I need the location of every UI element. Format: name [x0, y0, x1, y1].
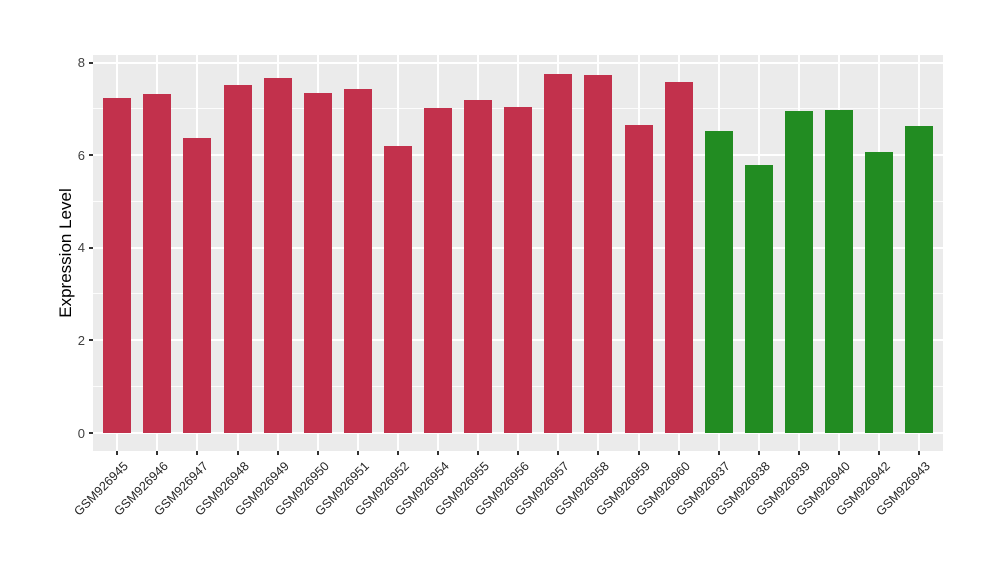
bar-GSM926947 [183, 138, 212, 433]
bar-GSM926959 [624, 124, 653, 433]
x-axis-tick-GSM926960 [677, 451, 680, 455]
x-axis-tick-GSM926948 [236, 451, 239, 455]
y-axis-tick-8 [89, 61, 93, 64]
x-axis-tick-GSM926956 [517, 451, 520, 455]
bar-GSM926937 [704, 131, 733, 433]
x-axis-tick-GSM926951 [356, 451, 359, 455]
x-axis-tick-GSM926959 [637, 451, 640, 455]
bar-GSM926960 [664, 81, 693, 433]
bar-GSM926942 [865, 152, 894, 433]
bar-GSM926950 [303, 92, 332, 433]
x-axis-tick-GSM926939 [797, 451, 800, 455]
x-axis-tick-GSM926938 [757, 451, 760, 455]
x-axis-tick-GSM926942 [878, 451, 881, 455]
x-axis-tick-GSM926952 [396, 451, 399, 455]
plot-panel [93, 55, 943, 451]
x-axis-tick-GSM926955 [477, 451, 480, 455]
bar-GSM926952 [383, 146, 412, 433]
bar-GSM926957 [544, 73, 573, 433]
x-axis-tick-GSM926950 [316, 451, 319, 455]
bar-GSM926946 [143, 93, 172, 433]
x-axis-tick-GSM926949 [276, 451, 279, 455]
y-axis-label-0: 0 [77, 425, 85, 441]
bar-GSM926938 [744, 165, 773, 433]
y-axis-label-4: 4 [77, 240, 85, 256]
x-axis-tick-GSM926958 [597, 451, 600, 455]
x-axis-tick-GSM926957 [557, 451, 560, 455]
x-axis-tick-GSM926943 [918, 451, 921, 455]
y-axis-label-2: 2 [77, 332, 85, 348]
x-axis-tick-GSM926947 [196, 451, 199, 455]
y-axis-label-8: 8 [77, 55, 85, 71]
y-axis-tick-0 [89, 432, 93, 434]
bar-GSM926956 [504, 107, 533, 433]
bar-GSM926940 [825, 109, 853, 433]
bar-GSM926949 [263, 78, 292, 433]
x-axis-tick-GSM926945 [116, 451, 119, 455]
x-axis-tick-GSM926946 [156, 451, 159, 455]
y-axis-tick-2 [89, 339, 93, 342]
bar-GSM926954 [424, 108, 452, 433]
y-axis-tick-4 [89, 246, 93, 249]
x-axis-tick-GSM926940 [838, 451, 840, 455]
bar-GSM926939 [784, 111, 813, 433]
bar-GSM926955 [464, 99, 493, 433]
bar-GSM926943 [905, 126, 934, 433]
x-axis-tick-GSM926937 [717, 451, 720, 455]
bar-GSM926958 [584, 75, 613, 433]
bar-GSM926951 [343, 88, 372, 433]
x-axis-tick-GSM926954 [437, 451, 439, 455]
bar-GSM926945 [103, 98, 132, 433]
y-axis-tick-6 [89, 154, 93, 157]
bar-GSM926948 [223, 85, 252, 433]
y-axis-label-6: 6 [77, 147, 85, 163]
